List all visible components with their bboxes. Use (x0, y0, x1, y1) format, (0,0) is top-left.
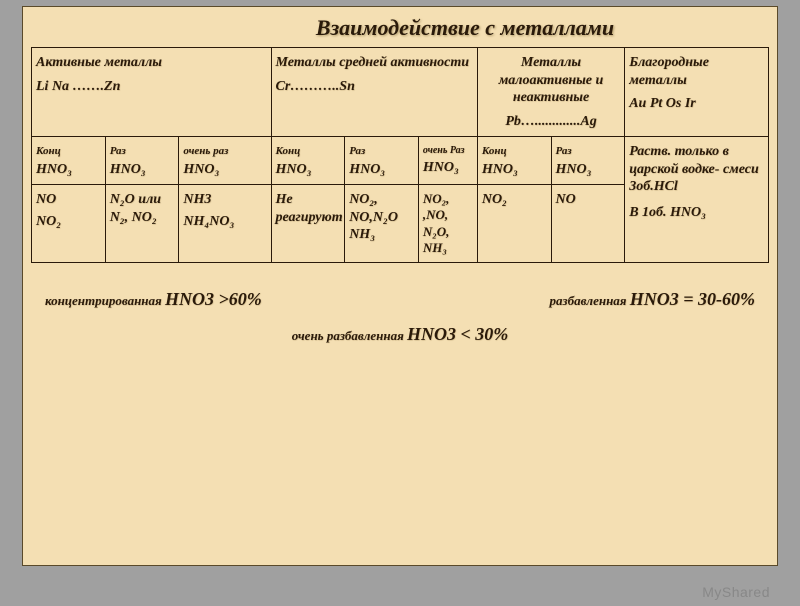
conc-label: очень раз (183, 143, 266, 161)
footnote-very-dilute: очень разбавленная HNO3 < 30% (292, 328, 509, 343)
slide-title: Взаимодействие с металлами (161, 15, 769, 41)
formula: HNO₃ (482, 161, 547, 179)
header-range: Cr………..Sn (276, 78, 473, 96)
aqua-regia-text2: В 1об. HNO₃ (629, 204, 764, 222)
cell-dilute: РазHNO₃ (551, 137, 625, 185)
formula: HNO₃ (110, 161, 175, 179)
cell-very-dilute: очень разHNO₃ (179, 137, 271, 185)
cell-product: NO₂, NO,N₂O NH₃ (345, 185, 419, 263)
header-row: Активные металлы Li Na …….Zn Металлы сре… (32, 48, 769, 137)
product: NO₂ (36, 213, 101, 231)
conc-label: Раз (110, 143, 175, 161)
footnote-conc: концентрированная HNO3 >60% (45, 289, 262, 310)
formula: HNO₃ (423, 159, 473, 177)
cell-conc: КонцHNO₃ (32, 137, 106, 185)
metals-table: Активные металлы Li Na …….Zn Металлы сре… (31, 47, 769, 263)
formula: HNO₃ (183, 161, 266, 179)
product: NH₄NO₃ (183, 213, 266, 231)
header-range: Li Na …….Zn (36, 78, 267, 96)
formula: HNO₃ (556, 161, 621, 179)
formula: HNO₃ (276, 161, 341, 179)
header-noble-metals: Благородные металлы Au Pt Os Ir (625, 48, 769, 137)
conc-label: Конц (36, 143, 101, 161)
footnote-value: HNO3 = 30-60% (630, 289, 755, 309)
conc-label: Конц (276, 143, 341, 161)
footnote-dilute: разбавленная HNO3 = 30-60% (550, 289, 755, 310)
cell-product: NO₂, ,NO, N₂O, NH₃ (418, 185, 477, 263)
cell-dilute: РазHNO₃ (105, 137, 179, 185)
footnote-value: HNO3 >60% (165, 289, 262, 309)
aqua-regia-text: Раств. только в царской водке- смеси 3об… (629, 143, 764, 196)
product: NO (36, 191, 101, 209)
cell-dilute: РазHNO₃ (345, 137, 419, 185)
formula: HNO₃ (349, 161, 414, 179)
cell-product: NO (551, 185, 625, 263)
conc-label: Конц (482, 143, 547, 161)
watermark: MyShared (702, 584, 770, 600)
cell-product: NO₂ (477, 185, 551, 263)
cell-no-reaction: Не реагируют (271, 185, 345, 263)
cell-product: NO NO₂ (32, 185, 106, 263)
conc-label: очень Раз (423, 143, 473, 159)
acid-concentration-row: КонцHNO₃ РазHNO₃ очень разHNO₃ КонцHNO₃ … (32, 137, 769, 185)
footnotes: концентрированная HNO3 >60% разбавленная… (31, 289, 769, 345)
formula: HNO₃ (36, 161, 101, 179)
footnote-value: HNO3 < 30% (407, 324, 508, 344)
cell-conc: КонцHNO₃ (271, 137, 345, 185)
header-text: Активные металлы (36, 54, 267, 72)
footnote-label: концентрированная (45, 293, 165, 308)
header-low-metals: Металлы малоактивные и неактивные Pb…...… (477, 48, 624, 137)
header-range: Pb….............Ag (482, 113, 620, 131)
header-range: Au Pt Os Ir (629, 95, 764, 113)
slide: Взаимодействие с металлами Активные мета… (22, 6, 778, 566)
conc-label: Раз (349, 143, 414, 161)
cell-aqua-regia: Раств. только в царской водке- смеси 3об… (625, 137, 769, 263)
product: NH3 (183, 191, 266, 209)
header-text: Металлы средней активности (276, 54, 473, 72)
cell-very-dilute: очень РазHNO₃ (418, 137, 477, 185)
header-active-metals: Активные металлы Li Na …….Zn (32, 48, 272, 137)
footnote-label: разбавленная (550, 293, 630, 308)
header-medium-metals: Металлы средней активности Cr………..Sn (271, 48, 477, 137)
header-text: Благородные металлы (629, 54, 764, 89)
cell-product: NH3 NH₄NO₃ (179, 185, 271, 263)
cell-product: N₂O или N₂, NO₂ (105, 185, 179, 263)
footnote-label: очень разбавленная (292, 328, 407, 343)
header-text: Металлы малоактивные и неактивные (482, 54, 620, 107)
conc-label: Раз (556, 143, 621, 161)
cell-conc: КонцHNO₃ (477, 137, 551, 185)
